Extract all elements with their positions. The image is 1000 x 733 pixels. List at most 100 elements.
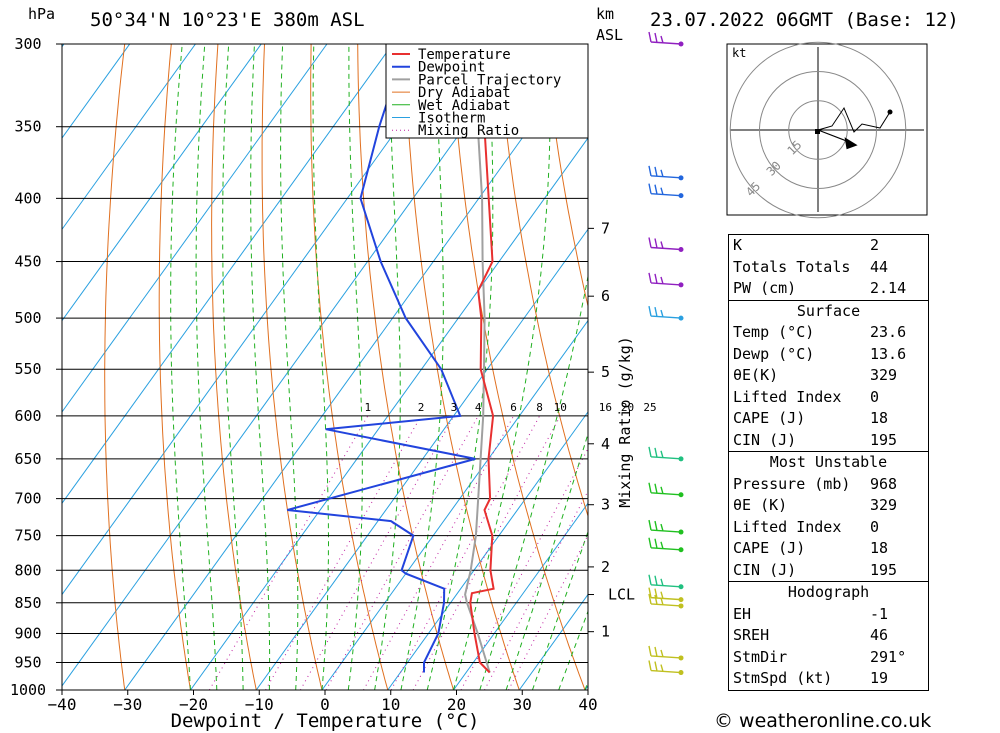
isotherm-line: [321, 319, 588, 690]
wet-adiabat: [505, 432, 588, 690]
mixing-ratio-label: 2: [418, 401, 425, 414]
mixing-ratio-label: 16: [599, 401, 612, 414]
pressure-unit-label: hPa: [28, 5, 55, 23]
table-row: Pressure (mb) 968: [733, 474, 898, 493]
isotherm-lines: [62, 44, 588, 690]
height-tick-label: 2: [601, 558, 610, 576]
isotherm-line: [62, 44, 525, 687]
surface-section: Surface Temp (°C) 23.6 Dewp (°C) 13.6 θE(K…: [729, 299, 928, 452]
x-tick-label: 0: [320, 695, 330, 714]
height-tick-label: 7: [601, 219, 610, 237]
sounding-curves: [287, 44, 495, 674]
wind-barb: [648, 446, 682, 460]
wet-adiabat: [531, 530, 588, 690]
mixing-ratio-line: [265, 415, 422, 690]
isotherm-line: [62, 44, 328, 413]
wet-adiabat: [312, 44, 329, 690]
hodograph-ring: [729, 41, 907, 219]
isotherm-line: [62, 44, 262, 322]
height-unit-km: km: [596, 5, 614, 23]
table-row: θE (K) 329: [733, 496, 898, 514]
table-row: CAPE (J) 18: [733, 539, 889, 557]
height-tick-label: LCL: [608, 586, 635, 604]
dry-adiabat: [211, 44, 257, 690]
wet-adiabat: [250, 44, 271, 690]
section-title: Most Unstable: [769, 453, 888, 471]
mixing-ratio-line: [412, 415, 561, 690]
wind-barb: [648, 272, 682, 286]
pressure-tick-label: 600: [14, 407, 41, 425]
isotherm-line: [62, 44, 196, 231]
height-tick-label: 3: [601, 496, 610, 514]
isotherm-line: [62, 44, 394, 505]
legend-label: Isotherm: [418, 111, 485, 127]
height-tick-label: 5: [601, 363, 610, 381]
wet-adiabat: [222, 44, 244, 690]
legend-label: Wet Adiabat: [418, 98, 511, 114]
wind-barb: [648, 183, 682, 197]
hodograph-unit: kt: [732, 46, 746, 60]
x-tick-label: 40: [578, 695, 597, 714]
table-row: Lifted Index 0: [733, 387, 880, 406]
hodograph-trace: [817, 106, 891, 133]
wet-adiabat: [195, 44, 218, 690]
dry-adiabat: [104, 44, 126, 690]
wet-adiabat: [453, 44, 551, 690]
height-tick-label: 1: [601, 623, 610, 641]
pressure-tick-label: 900: [14, 624, 41, 642]
wind-barb: [648, 593, 682, 607]
hodograph-section: Hodograph EH -1 SREH 46 StmDir 291° StmSpd …: [729, 581, 928, 690]
isotherm-line: [387, 411, 588, 690]
table-row: CAPE (J) 18: [733, 409, 889, 427]
isotherm-line: [453, 502, 588, 690]
pressure-tick-label: 500: [14, 309, 41, 327]
pressure-tick-label: 700: [14, 490, 41, 508]
mixing-ratio-label: 3: [451, 401, 458, 414]
legend-label: Parcel Trajectory: [418, 72, 561, 88]
hodograph-origin-marker: [815, 129, 820, 134]
table-row: θE(K) 329: [733, 366, 898, 384]
table-row: CIN (J) 195: [733, 560, 898, 579]
dry-adiabat: [964, 44, 1000, 690]
wind-barb: [648, 537, 682, 551]
wind-barb-column: [648, 31, 684, 676]
isotherm-line: [255, 228, 588, 690]
hodograph-ring: [759, 71, 877, 189]
isotherm-line: [124, 45, 588, 690]
dry-adiabat: [917, 44, 1000, 690]
pressure-tick-label: 800: [14, 561, 41, 579]
wind-barb: [648, 305, 682, 319]
x-tick-label: 10: [381, 695, 400, 714]
wind-barb: [648, 519, 682, 533]
wind-barb: [648, 660, 682, 674]
table-row: SREH 46: [733, 626, 889, 644]
x-tick-label: −30: [113, 695, 142, 714]
table-row: Dewp (°C) 13.6: [733, 344, 907, 363]
pressure-tick-label: 950: [14, 653, 41, 671]
section-title: Hodograph: [787, 583, 870, 601]
table-row: PW (cm) 2.14: [733, 279, 907, 297]
pressure-tick-label: 850: [14, 594, 41, 612]
wind-barb: [648, 31, 682, 45]
pressure-tick-label: 350: [14, 118, 41, 136]
x-tick-label: 30: [513, 695, 532, 714]
legend-label: Temperature: [418, 47, 511, 63]
mixing-ratio-label: 25: [643, 401, 656, 414]
dewpoint-line: [287, 44, 476, 673]
temperature-line: [469, 44, 495, 674]
x-tick-label: −40: [48, 695, 77, 714]
copyright-footer[interactable]: © weatheronline.co.uk: [714, 710, 932, 732]
wind-barb: [648, 574, 682, 588]
mixing-ratio-label: 8: [536, 401, 543, 414]
section-title: Surface: [796, 301, 861, 320]
dry-adiabat: [543, 44, 588, 309]
table-row: StmDir 291°: [733, 647, 907, 666]
height-tick-label: 6: [601, 287, 610, 305]
mixing-ratio-label: 20: [621, 401, 634, 414]
wet-adiabat: [400, 44, 444, 690]
axes-labels: 1 2 3 4 6 8 10 16 20 2530035040045050055060065070…: [10, 35, 657, 714]
